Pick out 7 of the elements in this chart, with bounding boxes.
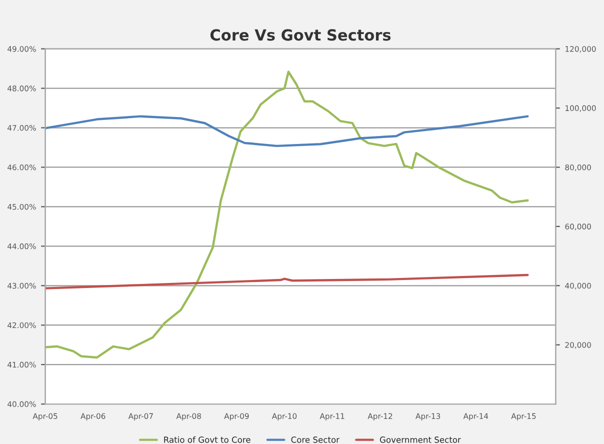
legend-label: Government Sector bbox=[380, 436, 461, 443]
legend-label: Core Sector bbox=[291, 436, 340, 443]
line-series bbox=[45, 274, 529, 290]
line-series bbox=[45, 115, 529, 148]
legend-label: Ratio of Govt to Core bbox=[164, 436, 250, 443]
line-series bbox=[45, 70, 529, 359]
chart-title: Core Vs Govt Sectors bbox=[210, 29, 391, 41]
